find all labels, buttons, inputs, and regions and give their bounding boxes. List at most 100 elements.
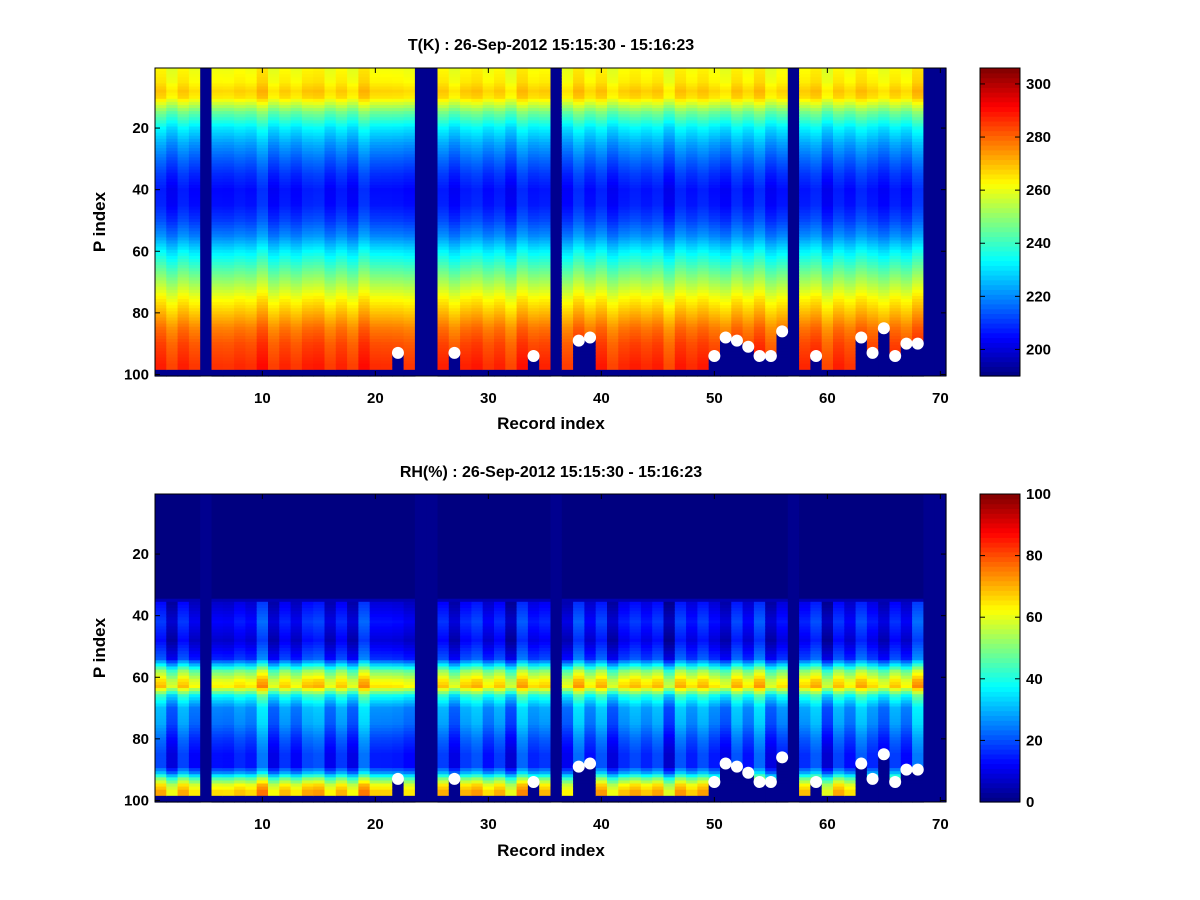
heatmap-cell — [640, 243, 653, 248]
heatmap-cell — [448, 197, 461, 202]
heatmap-cell — [753, 237, 766, 242]
heatmap-cell — [629, 120, 642, 125]
heatmap-cell — [437, 191, 450, 195]
heatmap-cell — [731, 222, 744, 226]
heatmap-cell — [188, 280, 201, 285]
heatmap-cell — [245, 231, 258, 235]
heatmap-cell — [720, 148, 732, 152]
heatmap-cell — [335, 169, 348, 174]
heatmap-cell — [539, 366, 552, 371]
heatmap-cell — [358, 262, 371, 266]
heatmap-cell — [674, 262, 687, 266]
heatmap-cell — [188, 292, 201, 297]
heatmap-cell — [177, 209, 190, 214]
heatmap-cell — [403, 280, 416, 285]
heatmap-cell — [561, 265, 574, 269]
heatmap-cell — [471, 77, 484, 81]
heatmap-cell — [268, 92, 280, 97]
heatmap-cell — [155, 280, 167, 285]
heatmap-cell — [358, 114, 371, 118]
heatmap-cell — [460, 74, 472, 78]
heatmap-cell — [595, 169, 608, 174]
heatmap-cell — [742, 191, 755, 195]
heatmap-cell — [403, 249, 416, 254]
heatmap-cell — [313, 154, 326, 158]
heatmap-cell — [335, 354, 348, 359]
heatmap-cell — [618, 369, 631, 374]
heatmap-cell — [279, 194, 292, 198]
heatmap-cell — [618, 163, 631, 168]
heatmap-cell — [313, 157, 326, 161]
heatmap-cell — [460, 271, 472, 275]
heatmap-cell — [629, 92, 642, 97]
heatmap-cell — [437, 114, 450, 118]
heatmap-cell — [674, 166, 687, 171]
heatmap-cell — [188, 277, 201, 282]
heatmap-cell — [369, 111, 382, 115]
heatmap-cell — [584, 92, 597, 97]
heatmap-cell — [618, 335, 631, 340]
heatmap-cell — [188, 271, 201, 275]
heatmap-cell — [640, 172, 653, 177]
heatmap-cell — [301, 289, 314, 294]
heatmap-cell — [347, 160, 359, 165]
heatmap-cell — [652, 141, 665, 146]
heatmap-cell — [448, 271, 461, 275]
heatmap-cell — [686, 292, 698, 297]
heatmap-cell — [720, 160, 732, 165]
heatmap-cell — [369, 117, 382, 121]
heatmap-cell — [245, 194, 258, 198]
heatmap-cell — [358, 148, 371, 152]
heatmap-cell — [358, 305, 371, 309]
heatmap-cell — [324, 292, 337, 297]
heatmap-cell — [403, 191, 416, 195]
heatmap-cell — [313, 215, 326, 220]
heatmap-cell — [482, 268, 495, 272]
heatmap-cell — [753, 160, 766, 165]
heatmap-cell — [358, 215, 371, 220]
heatmap-cell — [697, 252, 710, 257]
heatmap-cell — [268, 345, 280, 349]
heatmap-cell — [211, 86, 224, 91]
heatmap-cell — [686, 203, 698, 208]
heatmap-cell — [381, 74, 393, 78]
heatmap-cell — [686, 138, 698, 143]
heatmap-cell — [640, 120, 653, 125]
heatmap-cell — [663, 92, 676, 97]
heatmap-cell — [607, 172, 619, 177]
heatmap-cell — [381, 283, 393, 288]
heatmap-cell — [471, 302, 484, 306]
heatmap-cell — [640, 175, 653, 180]
heatmap-cell — [268, 200, 280, 205]
heatmap-cell — [335, 175, 348, 180]
heatmap-cell — [245, 274, 258, 279]
heatmap-cell — [313, 332, 326, 337]
heatmap-cell — [663, 258, 676, 263]
heatmap-cell — [686, 212, 698, 217]
heatmap-cell — [686, 151, 698, 155]
heatmap-cell — [742, 255, 755, 260]
heatmap-cell — [313, 348, 326, 352]
heatmap-cell — [279, 92, 292, 97]
heatmap-cell — [403, 117, 416, 121]
heatmap-cell — [663, 191, 676, 195]
heatmap-cell — [573, 345, 585, 349]
heatmap-cell — [358, 154, 371, 158]
heatmap-cell — [629, 185, 642, 189]
heatmap-cell — [256, 89, 269, 94]
heatmap-cell — [471, 366, 484, 371]
heatmap-cell — [290, 302, 303, 306]
heatmap-cell — [584, 308, 597, 312]
heatmap-cell — [516, 348, 529, 352]
heatmap-cell — [392, 71, 405, 75]
heatmap-cell — [561, 181, 574, 186]
heatmap-cell — [268, 225, 280, 229]
heatmap-cell — [663, 246, 676, 251]
heatmap-cell — [674, 299, 687, 303]
heatmap-cell — [177, 169, 190, 174]
heatmap-cell — [652, 283, 665, 288]
heatmap-cell — [720, 308, 732, 312]
heatmap-cell — [482, 135, 495, 140]
heatmap-cell — [313, 117, 326, 121]
heatmap-cell — [347, 332, 359, 337]
